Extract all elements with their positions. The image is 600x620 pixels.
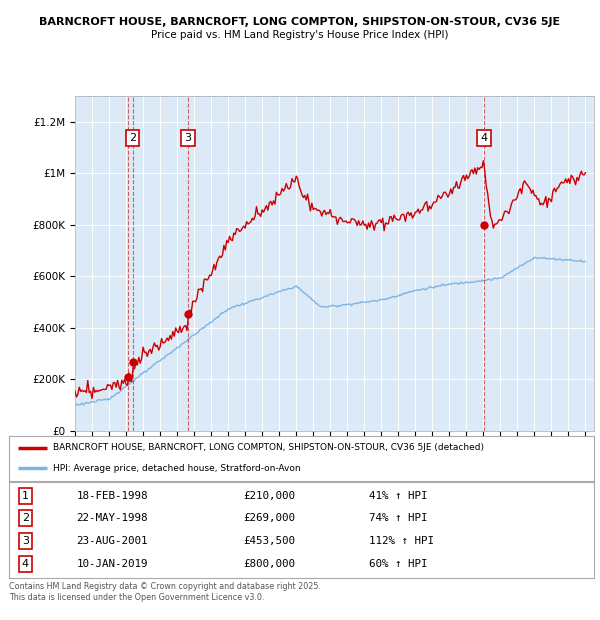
Text: £800,000: £800,000: [243, 559, 295, 569]
Text: £269,000: £269,000: [243, 513, 295, 523]
Text: £210,000: £210,000: [243, 491, 295, 501]
Text: 1: 1: [22, 491, 29, 501]
Text: 60% ↑ HPI: 60% ↑ HPI: [369, 559, 427, 569]
Text: 74% ↑ HPI: 74% ↑ HPI: [369, 513, 427, 523]
Text: 3: 3: [22, 536, 29, 546]
Text: Price paid vs. HM Land Registry's House Price Index (HPI): Price paid vs. HM Land Registry's House …: [151, 30, 449, 40]
Text: 4: 4: [22, 559, 29, 569]
Text: 112% ↑ HPI: 112% ↑ HPI: [369, 536, 434, 546]
Text: BARNCROFT HOUSE, BARNCROFT, LONG COMPTON, SHIPSTON-ON-STOUR, CV36 5JE (detached): BARNCROFT HOUSE, BARNCROFT, LONG COMPTON…: [53, 443, 484, 453]
Text: Contains HM Land Registry data © Crown copyright and database right 2025.: Contains HM Land Registry data © Crown c…: [9, 582, 321, 591]
Text: 2: 2: [22, 513, 29, 523]
Text: 3: 3: [184, 133, 191, 143]
Text: This data is licensed under the Open Government Licence v3.0.: This data is licensed under the Open Gov…: [9, 593, 265, 602]
Text: £453,500: £453,500: [243, 536, 295, 546]
Text: 41% ↑ HPI: 41% ↑ HPI: [369, 491, 427, 501]
Text: 23-AUG-2001: 23-AUG-2001: [76, 536, 148, 546]
Text: HPI: Average price, detached house, Stratford-on-Avon: HPI: Average price, detached house, Stra…: [53, 464, 301, 473]
Text: 22-MAY-1998: 22-MAY-1998: [76, 513, 148, 523]
Text: 4: 4: [481, 133, 487, 143]
Text: 18-FEB-1998: 18-FEB-1998: [76, 491, 148, 501]
Text: 10-JAN-2019: 10-JAN-2019: [76, 559, 148, 569]
Text: 2: 2: [129, 133, 136, 143]
Text: BARNCROFT HOUSE, BARNCROFT, LONG COMPTON, SHIPSTON-ON-STOUR, CV36 5JE: BARNCROFT HOUSE, BARNCROFT, LONG COMPTON…: [40, 17, 560, 27]
